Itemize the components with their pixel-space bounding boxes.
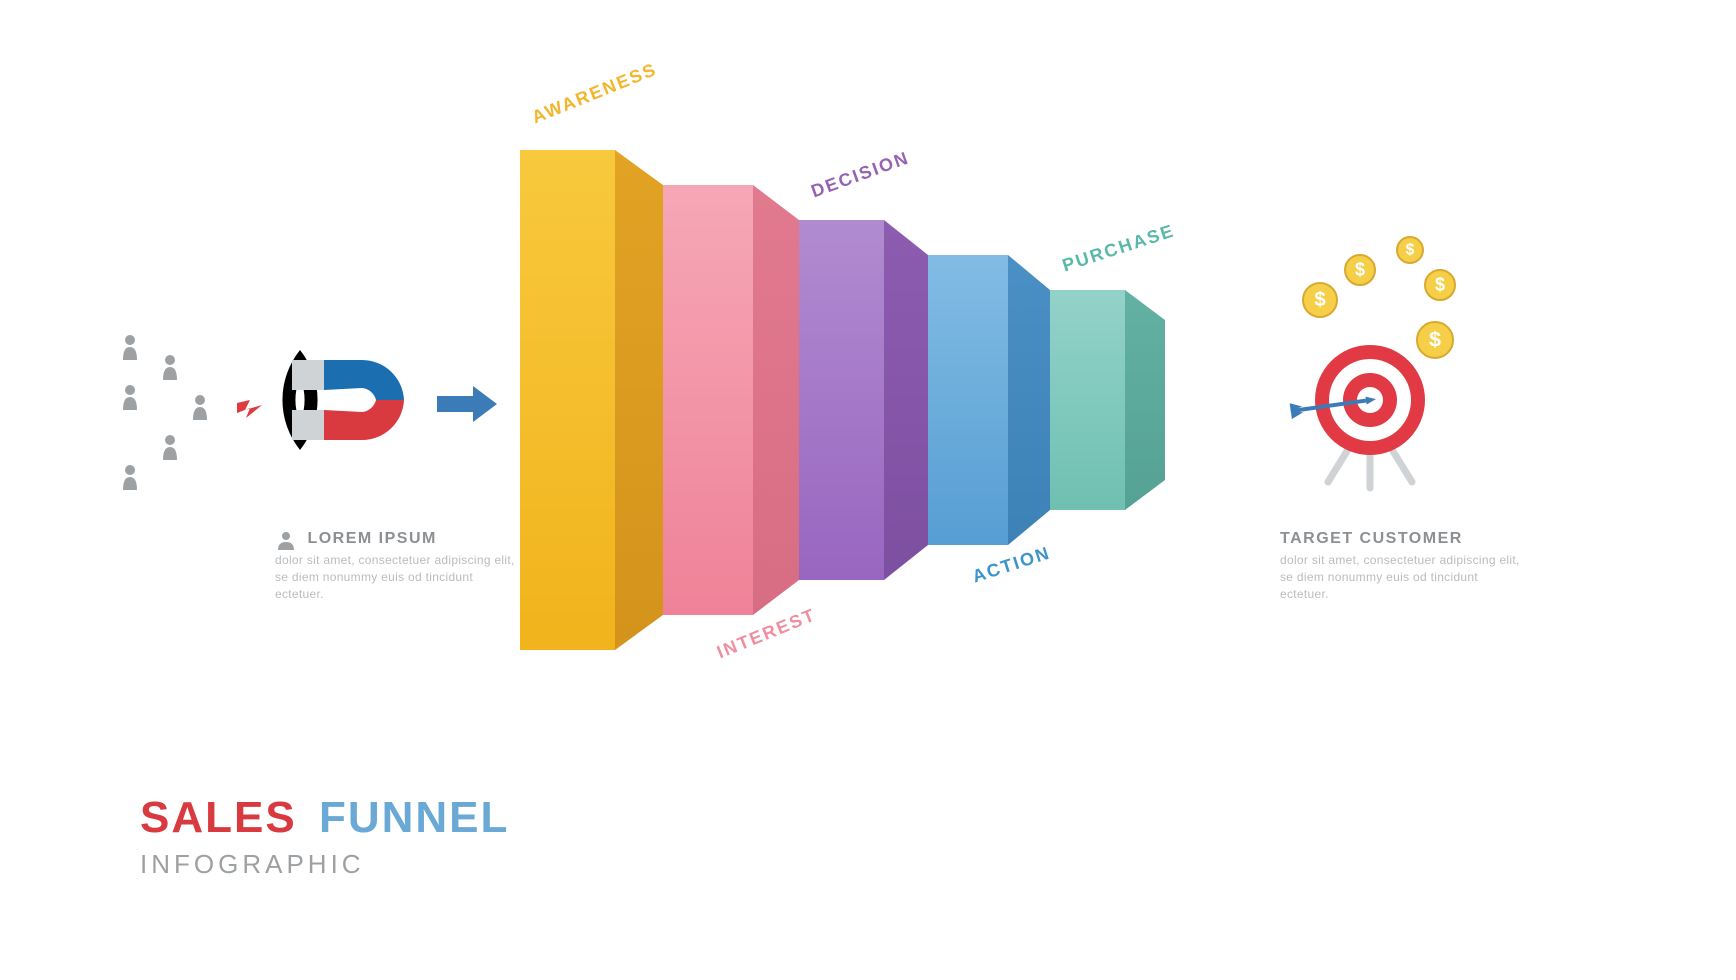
title-word-1: SALES bbox=[140, 793, 297, 842]
bolt-icon bbox=[232, 388, 272, 428]
magnet-icon bbox=[280, 320, 440, 480]
svg-text:$: $ bbox=[1314, 289, 1326, 311]
target-icon: $ $ $ $ $ bbox=[1260, 230, 1480, 510]
svg-text:$: $ bbox=[1429, 326, 1441, 351]
person-icon bbox=[275, 530, 297, 552]
title-block: SALES FUNNEL INFOGRAPHIC bbox=[140, 793, 509, 880]
title-word-2: FUNNEL bbox=[319, 793, 509, 842]
magnet-caption: LOREM IPSUM dolor sit amet, consectetuer… bbox=[275, 530, 515, 602]
page-subtitle: INFOGRAPHIC bbox=[140, 849, 509, 880]
magnet-caption-body: dolor sit amet, consectetuer adipiscing … bbox=[275, 552, 515, 602]
target-caption: TARGET CUSTOMER dolor sit amet, consecte… bbox=[1280, 530, 1520, 602]
page-title: SALES FUNNEL bbox=[140, 793, 509, 843]
svg-text:$: $ bbox=[1355, 259, 1365, 279]
svg-text:$: $ bbox=[1406, 242, 1415, 259]
target-caption-body: dolor sit amet, consectetuer adipiscing … bbox=[1280, 552, 1520, 602]
arrow-icon bbox=[435, 380, 505, 430]
svg-text:$: $ bbox=[1435, 274, 1445, 294]
target-caption-title: TARGET CUSTOMER bbox=[1280, 530, 1520, 548]
magnet-caption-title: LOREM IPSUM bbox=[307, 530, 436, 548]
infographic-canvas: AWARENESSINTERESTDECISIONACTIONPURCHASE … bbox=[0, 0, 1736, 980]
